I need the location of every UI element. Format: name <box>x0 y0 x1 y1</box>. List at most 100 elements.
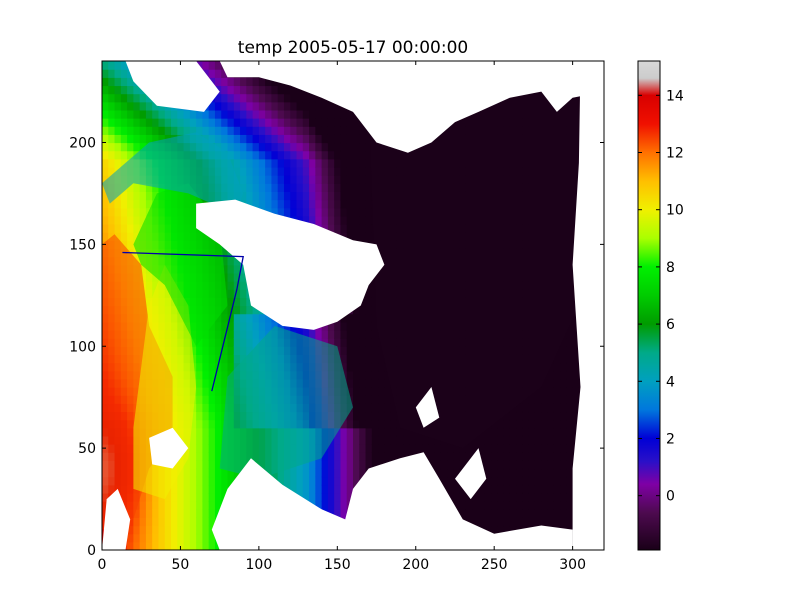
field-cell <box>177 468 185 478</box>
field-cell <box>572 411 580 421</box>
field-cell <box>152 509 160 518</box>
field-cell <box>396 427 404 437</box>
field-cell <box>340 142 348 152</box>
field-cell <box>346 435 354 445</box>
field-cell <box>158 533 166 543</box>
field-cell <box>227 134 235 144</box>
field-cell <box>164 118 172 127</box>
field-cell <box>127 150 134 160</box>
field-cell <box>447 444 454 453</box>
field-cell <box>240 289 247 298</box>
field-cell <box>139 109 147 119</box>
field-cell <box>459 444 467 453</box>
field-cell <box>447 468 454 478</box>
field-cell <box>334 166 342 176</box>
field-cell <box>252 134 260 144</box>
field-cell <box>528 403 536 413</box>
field-cell <box>371 378 379 388</box>
field-cell <box>158 118 166 127</box>
field-cell <box>315 101 323 111</box>
field-cell <box>127 224 134 233</box>
field-cell <box>227 150 235 160</box>
y-tick-label: 0 <box>87 543 96 559</box>
field-cell <box>528 517 536 527</box>
field-cell <box>534 517 542 527</box>
field-cell <box>296 183 304 192</box>
field-cell <box>491 427 498 437</box>
field-cell <box>183 460 191 470</box>
field-cell <box>302 166 310 176</box>
field-cell <box>277 142 285 152</box>
field-cell <box>516 517 524 527</box>
field-cell <box>560 501 567 510</box>
field-cell <box>114 224 122 233</box>
field-cell <box>353 411 360 421</box>
field-cell <box>271 142 279 152</box>
field-cell <box>365 142 373 152</box>
field-cell <box>133 525 141 535</box>
field-cell <box>221 93 229 103</box>
field-cell <box>252 199 260 209</box>
field-cell <box>189 435 197 445</box>
field-cell <box>221 118 229 127</box>
field-cell <box>189 126 197 135</box>
field-cell <box>509 468 517 478</box>
field-cell <box>528 468 536 478</box>
field-cell <box>547 435 555 445</box>
field-cell <box>196 109 204 119</box>
field-cell <box>534 444 542 453</box>
field-cell <box>290 191 298 201</box>
field-cell <box>553 395 561 404</box>
field-cell <box>516 501 524 510</box>
field-cell <box>359 191 367 201</box>
field-cell <box>296 175 304 184</box>
field-cell <box>353 158 360 168</box>
field-cell <box>566 435 574 445</box>
field-cell <box>553 484 561 494</box>
field-cell <box>359 199 367 209</box>
field-cell <box>315 199 323 209</box>
field-cell <box>541 452 549 461</box>
field-cell <box>214 126 222 135</box>
field-cell <box>365 452 373 461</box>
field-cell <box>484 444 492 453</box>
field-cell <box>309 126 316 135</box>
field-cell <box>227 77 235 87</box>
field-cell <box>283 118 291 127</box>
field-cell <box>359 354 367 364</box>
field-cell <box>302 484 310 494</box>
field-cell <box>240 93 247 103</box>
field-cell <box>353 452 360 461</box>
field-cell <box>572 419 580 429</box>
field-cell <box>327 492 335 502</box>
field-cell <box>120 61 128 70</box>
field-cell <box>340 452 348 461</box>
field-cell <box>547 387 555 396</box>
field-cell <box>340 175 348 184</box>
field-cell <box>327 134 335 144</box>
field-cell <box>346 126 354 135</box>
field-cell <box>340 354 348 364</box>
field-cell <box>258 191 266 201</box>
field-cell <box>133 533 141 543</box>
field-cell <box>309 492 316 502</box>
field-cell <box>541 517 549 527</box>
field-cell <box>252 101 260 111</box>
field-cell <box>246 134 254 144</box>
field-cell <box>246 183 254 192</box>
field-cell <box>258 166 266 176</box>
field-cell <box>566 370 574 380</box>
field-cell <box>214 346 222 355</box>
field-cell <box>214 427 222 437</box>
field-cell <box>434 452 442 461</box>
field-cell <box>139 525 147 535</box>
field-cell <box>321 207 329 217</box>
field-cell <box>208 395 216 404</box>
field-cell <box>208 354 216 364</box>
field-cell <box>321 460 329 470</box>
field-cell <box>208 468 216 478</box>
field-cell <box>145 501 153 510</box>
field-cell <box>534 509 542 518</box>
field-cell <box>309 93 316 103</box>
field-cell <box>560 346 567 355</box>
